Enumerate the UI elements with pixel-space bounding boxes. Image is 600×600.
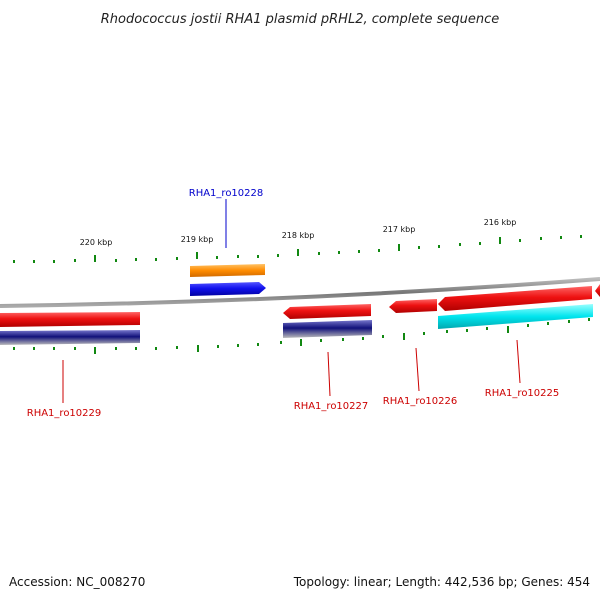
tick-label-220: 220 kbp bbox=[80, 238, 113, 247]
gene-label-ro10228[interactable]: RHA1_ro10228 bbox=[189, 188, 264, 199]
gene-arrow-ro10229[interactable] bbox=[0, 312, 140, 327]
upper-tick-track: 220 kbp 219 kbp 218 kbp 217 kbp 216 kbp bbox=[13, 218, 582, 263]
tick-label-219: 219 kbp bbox=[181, 235, 214, 244]
gene-arrow-ro10226[interactable] bbox=[389, 299, 437, 313]
map-title: Rhodococcus jostii RHA1 plasmid pRHL2, c… bbox=[101, 12, 499, 27]
gene-arrow-ro10227[interactable] bbox=[283, 304, 371, 319]
gene-label-ro10226[interactable]: RHA1_ro10226 bbox=[383, 396, 458, 407]
accession-text: Accession: NC_008270 bbox=[9, 575, 145, 589]
tick-label-216: 216 kbp bbox=[484, 218, 517, 227]
plasmid-backbone bbox=[0, 277, 600, 308]
lower-tick-track bbox=[13, 318, 590, 354]
tick-label-217: 217 kbp bbox=[383, 225, 416, 234]
gene-arrow-ro10228[interactable] bbox=[190, 282, 266, 296]
sequence-summary-text: Topology: linear; Length: 442,536 bp; Ge… bbox=[293, 575, 590, 589]
gene-arrow-edge[interactable] bbox=[595, 284, 600, 297]
gene-arrow-ro10225[interactable] bbox=[438, 286, 592, 311]
gene-feature-orange[interactable] bbox=[190, 264, 265, 277]
tick-label-218: 218 kbp bbox=[282, 231, 315, 240]
gene-label-ro10225[interactable]: RHA1_ro10225 bbox=[485, 388, 560, 399]
gene-label-ro10227[interactable]: RHA1_ro10227 bbox=[294, 401, 369, 412]
gene-feature-ro10227-navy[interactable] bbox=[283, 320, 372, 338]
gene-label-ro10229[interactable]: RHA1_ro10229 bbox=[27, 408, 102, 419]
label-leaders bbox=[62, 199, 521, 403]
gene-feature-ro10229-navy[interactable] bbox=[0, 330, 140, 345]
gene-feature-ro10225-cyan[interactable] bbox=[438, 304, 593, 329]
